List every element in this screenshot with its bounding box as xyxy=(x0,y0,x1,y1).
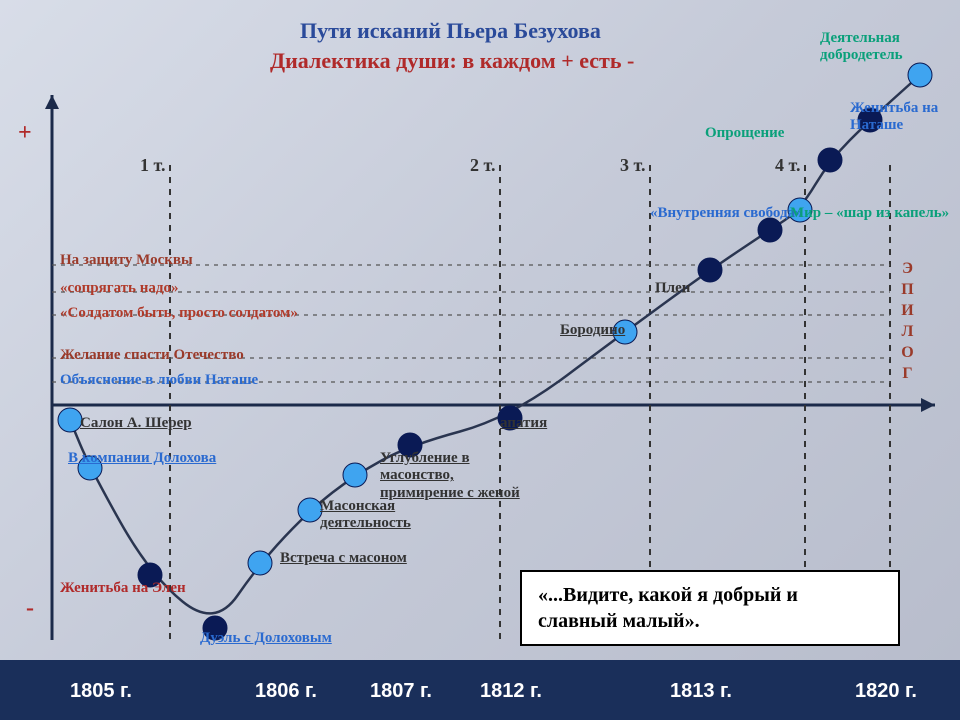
annotation-4: Мир – «шар из капель» xyxy=(790,205,949,222)
annotation-12: Салон А. Шерер xyxy=(80,415,192,432)
annotation-1: Женитьба на Наташе xyxy=(850,100,960,135)
plus-label: + xyxy=(18,120,32,147)
plot-svg xyxy=(0,0,960,660)
tome-label-2: 3 т. xyxy=(620,155,646,176)
year-label-5: 1820 г. xyxy=(855,680,917,703)
annotation-15: Углубление в масонство, примирение с жен… xyxy=(380,450,540,502)
annotation-7: Плен xyxy=(655,280,690,297)
annotation-9: Бородино xyxy=(560,322,625,339)
year-label-0: 1805 г. xyxy=(70,680,132,703)
annotation-19: Дуэль с Долоховым xyxy=(200,630,332,647)
minus-label: - xyxy=(26,595,34,622)
annotation-8: «Солдатом быть, просто солдатом» xyxy=(60,305,298,322)
year-label-3: 1812 г. xyxy=(480,680,542,703)
chart-area: Пути исканий Пьера Безухова Диалектика д… xyxy=(0,0,960,660)
annotation-17: Встреча с масоном xyxy=(280,550,407,567)
year-label-4: 1813 г. xyxy=(670,680,732,703)
annotation-3: «Внутренняя свобода» xyxy=(650,205,803,222)
annotation-13: апатия xyxy=(500,415,547,432)
quote-box: «...Видите, какой я добрый и славный мал… xyxy=(520,570,900,646)
annotation-10: Желание спасти Отечество xyxy=(60,347,244,364)
annotation-2: Опрощение xyxy=(705,125,784,142)
annotation-14: В компании Долохова xyxy=(68,450,216,467)
bottom-bar: 1805 г. 1806 г. 1807 г. 1812 г. 1813 г. 1820 … xyxy=(0,660,960,720)
annotation-0: Деятельная добродетель xyxy=(820,30,960,65)
epilogue-label: ЭПИЛОГ xyxy=(898,260,916,386)
annotation-6: «сопрягать надо» xyxy=(60,280,178,297)
annotation-11: Объяснение в любви Наташе xyxy=(60,372,258,389)
annotation-16: Масонская деятельность xyxy=(320,498,480,533)
year-label-1: 1806 г. xyxy=(255,680,317,703)
year-label-2: 1807 г. xyxy=(370,680,432,703)
tome-label-3: 4 т. xyxy=(775,155,801,176)
title-line1: Пути исканий Пьера Безухова xyxy=(300,18,601,44)
tome-label-1: 2 т. xyxy=(470,155,496,176)
annotation-18: Женитьба на Элен xyxy=(60,580,186,597)
tome-label-0: 1 т. xyxy=(140,155,166,176)
annotation-5: На защиту Москвы xyxy=(60,252,193,269)
title-line2: Диалектика души: в каждом + есть - xyxy=(270,48,634,74)
